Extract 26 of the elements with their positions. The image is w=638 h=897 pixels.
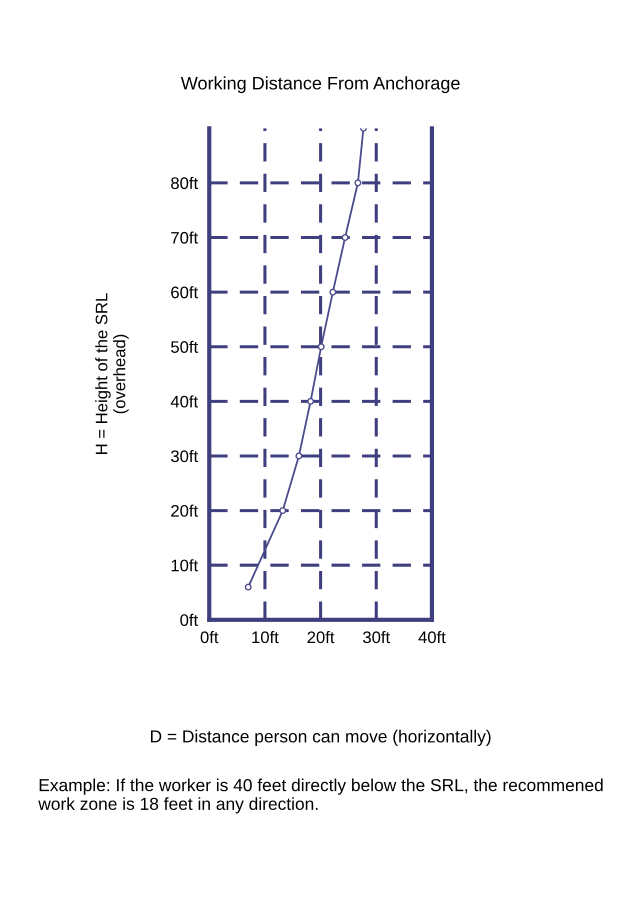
point <box>329 288 336 296</box>
y-tick-label: 40ft <box>170 395 198 408</box>
chart-title: Working Distance From Anchorage <box>180 76 460 94</box>
y-tick-label: 80ft <box>171 176 198 190</box>
y-tick-label: 30ft <box>170 450 198 462</box>
x-tick-label: 10ft <box>252 630 279 644</box>
point <box>318 343 325 350</box>
point <box>354 179 362 186</box>
y-tick-label: 10ft <box>172 559 198 572</box>
text: Example: If the worker is 40 feet directly below the SRL, the recommened work zone is 18 feet in any direction. <box>38 778 603 814</box>
y-tick-label: 50ft <box>171 340 198 353</box>
y-axis-title: H = Height of the SRL (overhead) <box>95 293 129 454</box>
point <box>295 452 302 460</box>
x-tick-label: 30ft <box>362 630 390 644</box>
point <box>342 234 349 241</box>
y-tick-label: 0ft <box>180 614 198 626</box>
x-tick-label: 0ft <box>200 630 218 644</box>
y-tick-label: 60ft <box>171 286 198 298</box>
x-tick-label: 20ft <box>308 630 334 644</box>
point <box>244 584 252 591</box>
point <box>307 398 314 405</box>
y-tick-label: 70ft <box>171 231 198 244</box>
point <box>279 507 286 514</box>
y-tick-label: 20ft <box>171 504 198 517</box>
x-axis-title: D = Distance person can move (horizontally) <box>150 730 491 746</box>
x-tick-label: 40ft <box>418 630 446 644</box>
